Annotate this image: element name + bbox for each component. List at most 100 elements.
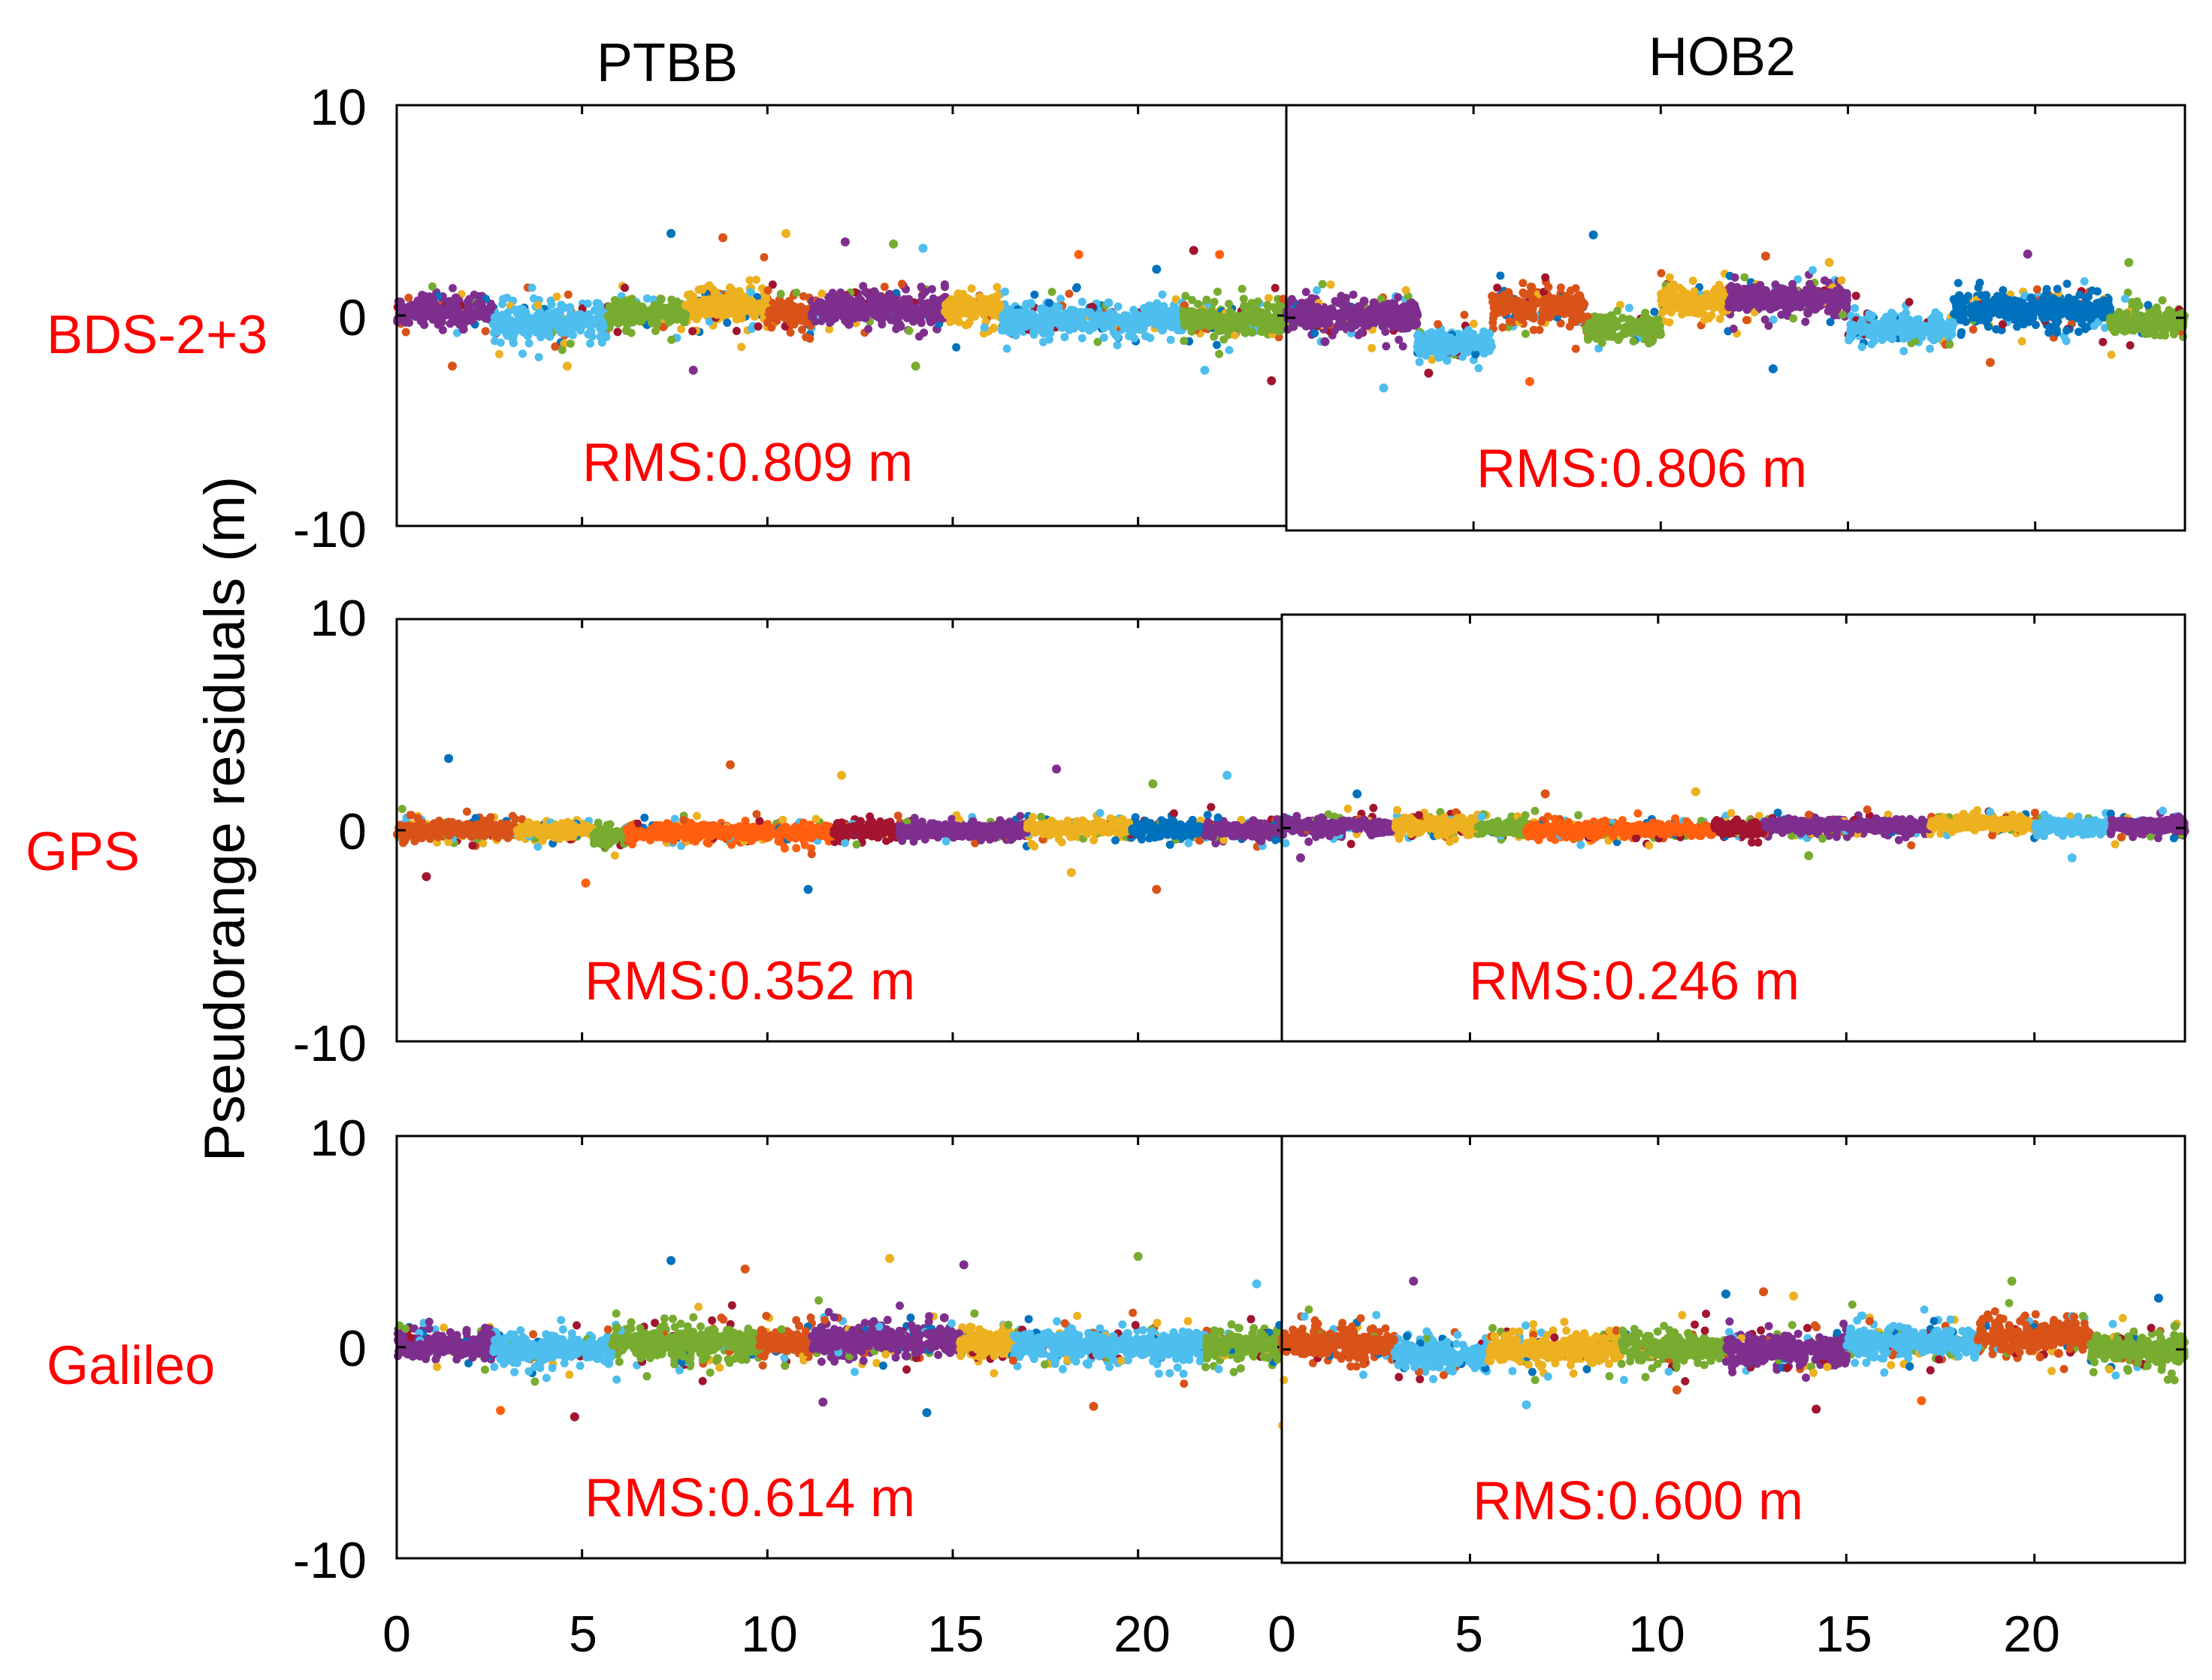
data-point [1104, 298, 1114, 308]
data-point [1981, 307, 1990, 317]
data-point [1688, 276, 1697, 286]
data-point [1715, 315, 1724, 323]
y-tick-label: -10 [293, 1532, 367, 1589]
data-point [481, 327, 490, 336]
outlier-point [718, 233, 728, 243]
outlier-point [1824, 258, 1834, 267]
data-point [1498, 323, 1507, 332]
data-point [1318, 279, 1327, 289]
data-point [1665, 273, 1674, 282]
data-point [1541, 273, 1550, 282]
data-point [1072, 312, 1082, 322]
data-point [1224, 325, 1234, 334]
data-point [1785, 304, 1795, 313]
data-point [2074, 305, 2083, 315]
data-point [2107, 350, 2116, 359]
data-point [1518, 279, 1528, 288]
data-point [1002, 344, 1011, 353]
data-point [1271, 283, 1280, 292]
data-point [1975, 278, 1984, 287]
data-point [1575, 292, 1585, 301]
data-point [1565, 322, 1574, 331]
data-point [2086, 314, 2096, 323]
data-point [1213, 321, 1222, 331]
outlier-point [889, 239, 899, 249]
data-point [1198, 307, 1207, 317]
outlier-point [666, 228, 676, 238]
data-point [1528, 298, 1538, 307]
data-point [437, 317, 446, 327]
data-point [648, 310, 658, 319]
data-point [2178, 315, 2188, 325]
data-point [1172, 322, 1182, 331]
data-point [1213, 340, 1221, 349]
data-point [2141, 326, 2150, 335]
outlier-point [911, 361, 920, 371]
data-point [491, 337, 499, 346]
data-point [670, 299, 679, 308]
data-point [1310, 329, 1319, 337]
data-point [2017, 337, 2026, 346]
data-point [2025, 302, 2035, 312]
data-point [809, 303, 819, 313]
data-point [2131, 300, 2140, 309]
data-point [1998, 320, 2007, 329]
data-point [747, 325, 756, 334]
x-tick-label: 0 [382, 1606, 411, 1663]
data-point [967, 310, 977, 320]
data-point [1289, 322, 1298, 331]
data-point [2080, 277, 2089, 286]
data-point [1263, 301, 1272, 310]
data-point [1225, 346, 1234, 355]
data-point [1027, 300, 1035, 309]
data-point [527, 283, 536, 292]
data-point [1030, 290, 1039, 299]
data-point [1905, 298, 1914, 307]
data-point [518, 323, 528, 333]
data-point [1556, 283, 1565, 292]
data-point [1047, 288, 1056, 296]
outlier-point [1985, 358, 1995, 367]
data-point [1615, 332, 1624, 342]
data-point [451, 297, 461, 307]
data-point [1496, 271, 1505, 280]
data-point [2163, 322, 2173, 331]
data-point [904, 295, 914, 304]
data-point [1065, 289, 1074, 298]
data-point [1253, 317, 1263, 327]
data-point [923, 298, 932, 308]
x-tick-label: 10 [1628, 1606, 1685, 1663]
data-point [613, 328, 622, 337]
data-point [452, 328, 461, 337]
data-point [2042, 285, 2051, 294]
data-point [666, 308, 676, 318]
data-point [1851, 304, 1859, 313]
data-point [1077, 334, 1086, 343]
data-point [522, 315, 532, 325]
data-point [1072, 283, 1081, 292]
data-point [2062, 337, 2071, 346]
data-point [1021, 322, 1031, 331]
data-point [1594, 330, 1604, 340]
data-point [914, 310, 923, 320]
data-point [552, 292, 561, 301]
outlier-point [1588, 230, 1598, 240]
data-point [551, 342, 560, 351]
outlier-point [688, 365, 698, 375]
data-point [642, 294, 651, 303]
data-point [2013, 322, 2021, 331]
data-point [1546, 310, 1555, 320]
data-point [1193, 300, 1202, 309]
data-point [2106, 313, 2116, 323]
data-point [1239, 295, 1248, 304]
data-point [1188, 307, 1197, 316]
data-point [512, 317, 521, 327]
y-tick-label: 0 [338, 289, 367, 346]
data-point [1054, 303, 1063, 312]
data-point [752, 275, 760, 284]
data-point [1268, 325, 1278, 334]
column-title-hob2: HOB2 [1648, 27, 1796, 87]
data-point [1215, 349, 1224, 358]
data-point [1820, 276, 1829, 285]
data-point [1287, 295, 1296, 304]
